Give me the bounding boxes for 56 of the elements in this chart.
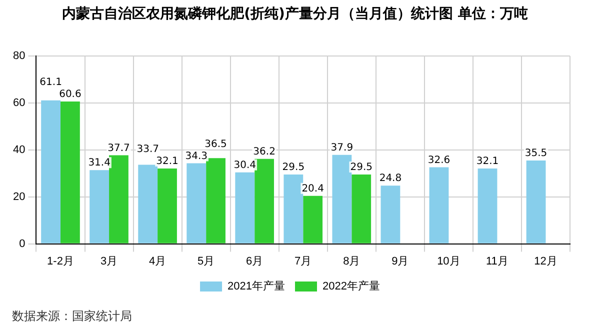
- data-label: 36.2: [253, 146, 276, 158]
- y-tick-label: 20: [12, 190, 26, 203]
- bar: [186, 163, 206, 244]
- data-label: 34.3: [185, 150, 208, 162]
- bar: [526, 160, 546, 244]
- data-label: 61.1: [40, 77, 62, 88]
- bar: [158, 168, 177, 244]
- x-tick-label: 12月: [534, 255, 558, 268]
- data-label: 29.5: [350, 162, 372, 174]
- bar: [352, 174, 372, 244]
- data-label: 32.1: [476, 156, 499, 168]
- legend-label: 2021年产量: [228, 280, 286, 293]
- bar: [478, 168, 498, 244]
- bar: [303, 196, 323, 244]
- source-note: 数据来源：国家统计局: [12, 308, 132, 325]
- bar: [429, 167, 449, 244]
- bar: [332, 154, 352, 244]
- bar: [138, 164, 158, 244]
- x-tick-label: 9月: [392, 255, 409, 268]
- x-tick-label: 5月: [198, 255, 215, 268]
- bar: [235, 172, 255, 244]
- data-label: 37.9: [330, 142, 354, 154]
- bar: [90, 170, 110, 244]
- data-label: 37.7: [108, 142, 130, 154]
- x-tick-label: 6月: [246, 255, 264, 268]
- bar: [109, 155, 128, 244]
- x-tick-label: 11月: [486, 255, 508, 268]
- x-tick-label: 1-2月: [47, 255, 74, 268]
- y-tick-label: 0: [19, 238, 26, 250]
- bar: [60, 102, 80, 244]
- data-label: 20.4: [302, 184, 324, 195]
- x-tick-label: 3月: [100, 255, 118, 268]
- data-label: 35.5: [524, 148, 548, 160]
- data-label: 31.4: [88, 158, 110, 169]
- x-tick-label: 4月: [148, 255, 166, 268]
- chart-title: 内蒙古自治区农用氮磷钾化肥(折纯)产量分月（当月值）统计图 单位：万吨: [61, 5, 529, 24]
- data-label: 24.8: [379, 173, 402, 184]
- bar: [254, 158, 274, 244]
- data-label: 60.6: [59, 89, 82, 100]
- y-tick-label: 80: [12, 50, 26, 62]
- data-label: 30.4: [234, 160, 256, 172]
- legend-label: 2022年产量: [322, 280, 380, 293]
- x-tick-label: 10月: [437, 255, 460, 268]
- data-label: 29.5: [282, 162, 305, 174]
- data-label: 32.6: [428, 154, 450, 166]
- bar: [206, 158, 226, 244]
- data-label: 36.5: [204, 138, 227, 150]
- bar: [380, 186, 400, 244]
- x-tick-label: 7月: [294, 255, 312, 268]
- x-tick-label: 8月: [343, 255, 360, 268]
- y-tick-label: 60: [12, 96, 26, 109]
- bar: [41, 100, 60, 244]
- data-label: 32.1: [156, 156, 178, 168]
- bar: [284, 174, 304, 244]
- data-label: 33.7: [136, 144, 159, 156]
- y-tick-label: 40: [12, 144, 26, 156]
